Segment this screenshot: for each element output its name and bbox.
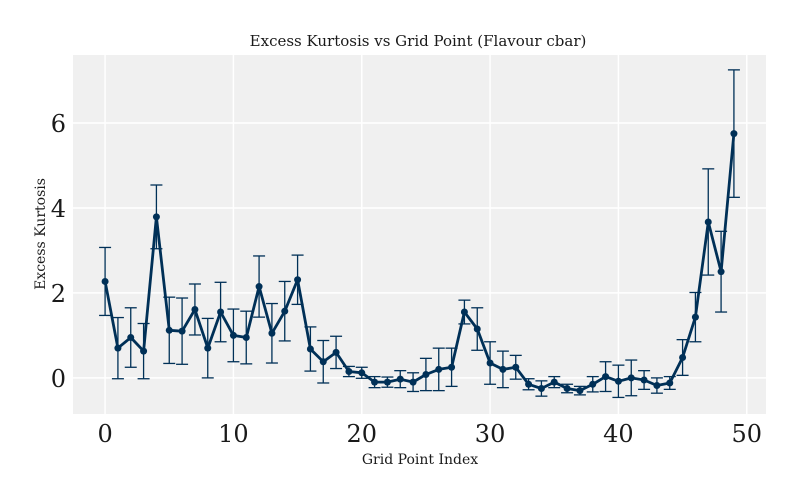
data-point bbox=[127, 334, 135, 342]
data-point bbox=[229, 331, 237, 339]
data-point bbox=[371, 378, 379, 386]
plot-area bbox=[73, 55, 766, 414]
y-axis-label: Excess Kurtosis bbox=[33, 178, 49, 290]
data-point bbox=[217, 308, 225, 316]
data-point bbox=[319, 358, 327, 366]
data-point bbox=[627, 374, 635, 382]
data-point bbox=[460, 308, 468, 316]
data-point bbox=[114, 344, 122, 352]
data-point bbox=[358, 369, 366, 377]
data-point bbox=[448, 363, 456, 371]
x-tick-label: 10 bbox=[218, 420, 249, 448]
data-point bbox=[653, 382, 661, 390]
y-tick-label: 6 bbox=[51, 110, 66, 138]
data-point bbox=[306, 345, 314, 353]
data-point bbox=[435, 365, 443, 373]
data-point bbox=[409, 378, 417, 386]
x-tick-label: 50 bbox=[731, 420, 762, 448]
data-point bbox=[473, 325, 481, 333]
x-tick-label: 0 bbox=[97, 420, 112, 448]
data-point bbox=[537, 385, 545, 393]
data-point bbox=[140, 347, 148, 355]
data-point bbox=[730, 130, 738, 138]
y-tick-label: 4 bbox=[51, 195, 66, 223]
data-point bbox=[178, 327, 186, 335]
data-point bbox=[332, 348, 340, 356]
data-point bbox=[525, 380, 533, 388]
data-point bbox=[602, 373, 610, 381]
data-point bbox=[281, 307, 289, 315]
y-tick-label: 0 bbox=[51, 365, 66, 393]
chart-title: Excess Kurtosis vs Grid Point (Flavour c… bbox=[250, 32, 587, 50]
data-point bbox=[268, 329, 276, 337]
data-point bbox=[396, 375, 404, 383]
data-point bbox=[679, 353, 687, 361]
x-axis-label: Grid Point Index bbox=[362, 452, 478, 468]
data-point bbox=[550, 378, 558, 386]
data-point bbox=[666, 379, 674, 387]
data-point bbox=[152, 213, 160, 221]
data-point bbox=[589, 380, 597, 388]
data-point bbox=[242, 334, 250, 342]
x-tick-label: 20 bbox=[346, 420, 377, 448]
data-point bbox=[691, 313, 699, 321]
data-point bbox=[614, 377, 622, 385]
x-tick-label: 30 bbox=[475, 420, 506, 448]
data-point bbox=[512, 363, 520, 371]
series-layer bbox=[99, 69, 740, 399]
data-point bbox=[101, 277, 109, 285]
data-point bbox=[191, 305, 199, 313]
data-point bbox=[704, 218, 712, 226]
x-tick-label: 40 bbox=[603, 420, 634, 448]
data-point bbox=[499, 365, 507, 373]
data-point bbox=[345, 368, 353, 376]
data-point bbox=[563, 385, 571, 393]
tick-layer: 0 10 20 30 40 50 0 2 4 6 bbox=[51, 110, 762, 448]
data-point bbox=[422, 370, 430, 378]
data-point bbox=[165, 326, 173, 334]
data-point bbox=[255, 283, 263, 291]
data-point bbox=[383, 378, 391, 386]
data-point bbox=[717, 268, 725, 276]
data-point bbox=[294, 276, 302, 284]
data-point bbox=[486, 359, 494, 367]
data-point bbox=[640, 376, 648, 384]
data-point bbox=[576, 387, 584, 395]
y-tick-label: 2 bbox=[51, 280, 66, 308]
data-point bbox=[204, 344, 212, 352]
